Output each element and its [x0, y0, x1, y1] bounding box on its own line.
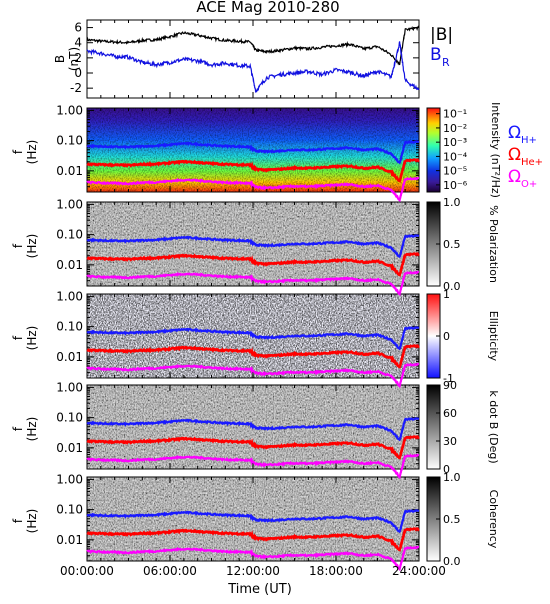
freq-tick-label: 0.01: [56, 441, 83, 455]
legend-b-r: B: [430, 45, 442, 65]
freq-tick-label: 0.01: [56, 258, 83, 272]
freq-tick-label: 0.10: [56, 134, 83, 148]
field-y-tick-label: 0: [74, 66, 82, 80]
gyro-legend-symbol: Ω: [508, 145, 521, 165]
colorbar-title: Ellipticity: [487, 311, 500, 362]
field-panel-frame: [86, 19, 420, 99]
freq-y-label: f: [11, 518, 25, 523]
freq-tick-label: 1.00: [56, 289, 83, 303]
x-tick-label: 00:00:00: [60, 564, 114, 578]
gyro-line-o-plus: [86, 453, 420, 480]
field-y-label: B: [53, 55, 67, 63]
gyro-line-h-plus: [86, 326, 420, 351]
x-axis-label: Time (UT): [228, 582, 292, 597]
freq-tick-label: 0.10: [56, 503, 83, 517]
freq-y-label: f: [11, 426, 25, 431]
field-y-tick-label: 2: [74, 51, 82, 65]
colorbar-tick-label: 10⁻⁵: [443, 165, 467, 178]
colorbar-title: % Polarization: [487, 205, 500, 283]
legend-b-total: |B|: [430, 25, 453, 45]
gyro-line-o-plus: [86, 270, 420, 297]
x-tick-label: 12:00:00: [226, 564, 280, 578]
colorbar-tick-label: 30: [443, 435, 457, 448]
colorbar-tick-label: 0.0: [443, 280, 461, 293]
figure-title: ACE Mag 2010-280: [196, 0, 340, 16]
colorbar-tick-label: 10⁻²: [443, 122, 467, 135]
gyro-line-he-plus: [86, 527, 420, 552]
freq-tick-label: 0.10: [56, 411, 83, 425]
freq-y-label: f: [11, 149, 25, 154]
colorbar-tick-label: 0: [443, 330, 450, 343]
colorbar-tick-label: 10⁻⁴: [443, 150, 468, 163]
gyro-legend-subscript: H+: [521, 135, 537, 146]
gyro-legend-subscript: He+: [521, 157, 543, 168]
gyro-line-he-plus: [86, 435, 420, 460]
field-y-tick-label: 4: [74, 36, 82, 50]
legend-b-r-subscript: R: [442, 56, 450, 69]
gyro-line-h-plus: [86, 417, 420, 442]
freq-tick-label: 0.01: [56, 164, 83, 178]
x-tick-label: 06:00:00: [143, 564, 197, 578]
freq-tick-label: 0.10: [56, 320, 83, 334]
gyro-legend-symbol: Ω: [508, 123, 521, 143]
freq-y-label-unit: (Hz): [25, 326, 39, 351]
colorbar-intensity: [426, 107, 441, 193]
colorbar-tick-label: 90: [443, 379, 457, 392]
colorbar-title: k dot B (Deg): [487, 390, 500, 463]
x-tick-label: 18:00:00: [309, 564, 363, 578]
gyro-line-o-plus: [86, 545, 420, 572]
colorbar-tick-label: 0.5: [443, 513, 461, 526]
freq-tick-label: 0.01: [56, 533, 83, 547]
freq-y-label-unit: (Hz): [25, 234, 39, 259]
freq-tick-label: 1.00: [56, 197, 83, 211]
colorbar-k_dot_b: [426, 384, 441, 470]
gyro-line-he-plus: [86, 158, 420, 183]
gyro-line-o-plus: [86, 362, 420, 389]
colorbar-tick-label: -1: [443, 372, 454, 385]
gyro-line-he-plus: [86, 344, 420, 369]
freq-y-label-unit: (Hz): [25, 140, 39, 165]
gyro-legend-subscript: O+: [521, 179, 537, 190]
field-y-label-unit: (nT): [67, 47, 81, 71]
colorbar-tick-label: 10⁻¹: [443, 108, 467, 121]
gyro-line-h-plus: [86, 140, 420, 165]
colorbar-tick-label: 0.5: [443, 238, 461, 251]
freq-y-label: f: [11, 243, 25, 248]
freq-tick-label: 0.10: [56, 228, 83, 242]
gyro-line-o-plus: [86, 176, 420, 203]
gyro-legend-symbol: Ω: [508, 167, 521, 187]
x-tick-label: 24:00:00: [392, 564, 446, 578]
colorbar-tick-label: 60: [443, 407, 457, 420]
freq-tick-label: 0.01: [56, 350, 83, 364]
colorbar-tick-label: 0: [443, 463, 450, 476]
colorbar-tick-label: 1.0: [443, 471, 461, 484]
gyro-line-h-plus: [86, 509, 420, 534]
gyro-line-h-plus: [86, 234, 420, 259]
freq-tick-label: 1.00: [56, 380, 83, 394]
colorbar-title: Intensity (nT²/Hz): [489, 102, 502, 198]
field-y-tick-label: 6: [74, 21, 82, 35]
freq-y-label: f: [11, 335, 25, 340]
series-line-b-total: [86, 25, 420, 66]
series-line-b-r: [86, 41, 420, 93]
colorbar-tick-label: 0.0: [443, 555, 461, 568]
freq-y-label-unit: (Hz): [25, 509, 39, 534]
colorbar-tick-label: 1.0: [443, 196, 461, 209]
colorbar-tick-label: 1: [443, 288, 450, 301]
freq-tick-label: 1.00: [56, 103, 83, 117]
freq-tick-label: 1.00: [56, 472, 83, 486]
gyro-line-he-plus: [86, 252, 420, 277]
colorbar-tick-label: 10⁻³: [443, 136, 467, 149]
field-y-tick-label: -2: [70, 81, 82, 95]
freq-y-label-unit: (Hz): [25, 417, 39, 442]
colorbar-tick-label: 10⁻⁶: [443, 179, 468, 192]
colorbar-title: Coherency: [487, 490, 500, 549]
